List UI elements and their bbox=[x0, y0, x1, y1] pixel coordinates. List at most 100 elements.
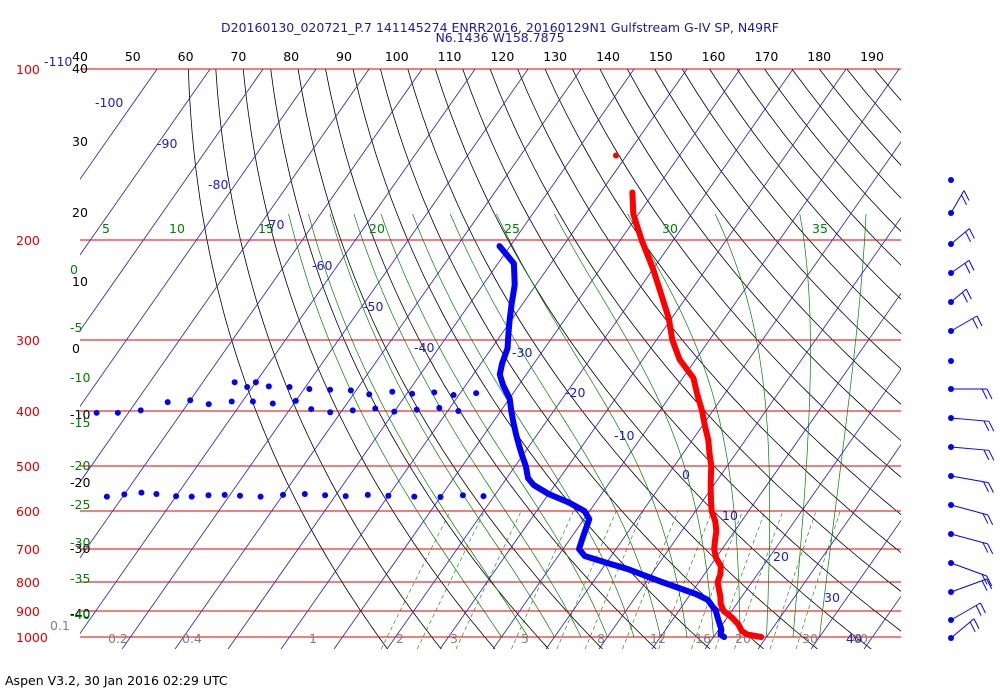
top-axis-label: 120 bbox=[490, 49, 514, 64]
isotherm-label: -100 bbox=[95, 95, 123, 110]
left-scale-label: -10 bbox=[70, 407, 90, 422]
dewpoint-point bbox=[221, 491, 228, 498]
isotherm-line bbox=[439, 69, 847, 649]
footer-version: Aspen V3.2, 30 Jan 2016 02:29 UTC bbox=[5, 673, 228, 688]
wind-barb-staff bbox=[950, 259, 970, 274]
isotherm-line bbox=[545, 141, 901, 649]
moist-adiabat-line bbox=[380, 213, 608, 638]
pressure-label: 400 bbox=[16, 404, 40, 419]
isotherm-line bbox=[80, 69, 317, 407]
dry-adiabat-line bbox=[215, 69, 442, 649]
wind-barb-feather bbox=[986, 388, 993, 400]
moist-adiabat-label: 35 bbox=[812, 221, 828, 236]
isotherm-line bbox=[280, 69, 688, 649]
isotherm-label: 30 bbox=[824, 590, 840, 605]
dry-adiabat-line bbox=[626, 69, 901, 405]
isotherm-label: -10 bbox=[614, 428, 634, 443]
dry-adiabat-line bbox=[929, 69, 1000, 649]
moist-adiabat-label: 30 bbox=[662, 221, 678, 236]
chart-title: D20160130_020721_P.7 141145274 ENRR2016,… bbox=[220, 20, 779, 35]
pressure-extra-label: -110 bbox=[44, 54, 72, 69]
mixing-ratio-label: 0.2 bbox=[108, 631, 128, 646]
dewpoint-point bbox=[231, 379, 238, 386]
top-axis-label: 40 bbox=[72, 49, 88, 64]
wind-barb-feather bbox=[972, 318, 979, 329]
wind-barb-feather bbox=[968, 260, 975, 271]
pressure-label: 300 bbox=[16, 333, 40, 348]
mixing-ratio-line bbox=[511, 510, 574, 649]
wind-barb-feather bbox=[973, 618, 980, 629]
mixing-ratio-line bbox=[556, 510, 617, 649]
top-axis-label: 140 bbox=[596, 49, 620, 64]
isotherm-label: -70 bbox=[264, 217, 284, 232]
isotherm-line bbox=[80, 69, 423, 559]
moist-left-label: 0 bbox=[70, 262, 78, 277]
wind-barb-feather bbox=[964, 263, 971, 274]
mixing-ratio-line bbox=[715, 510, 766, 649]
isotherm-line bbox=[121, 69, 529, 649]
dewpoint-point bbox=[138, 489, 145, 496]
chart-subtitle: N6.1436 W158.7875 bbox=[435, 30, 565, 45]
dewpoint-point bbox=[366, 391, 373, 398]
isotherm-line bbox=[757, 444, 901, 649]
dry-adiabat-line bbox=[654, 69, 901, 370]
pressure-label: 100 bbox=[16, 62, 40, 77]
dewpoint-point bbox=[269, 400, 276, 407]
wind-barb-feather bbox=[981, 388, 988, 400]
dewpoint-point bbox=[411, 493, 418, 500]
dewpoint-line bbox=[496, 243, 728, 640]
dry-adiabat-line bbox=[325, 69, 657, 649]
dewpoint-point bbox=[327, 409, 334, 416]
wind-barb-staff bbox=[950, 315, 978, 332]
left-scale-label: 30 bbox=[72, 134, 88, 149]
dewpoint-point bbox=[409, 390, 416, 397]
wind-barb-feather bbox=[962, 292, 968, 303]
isotherms bbox=[80, 69, 901, 649]
isotherm-label: -90 bbox=[157, 136, 177, 151]
dewpoint-point bbox=[391, 408, 398, 415]
moist-left-label: -35 bbox=[70, 571, 90, 586]
isotherm-label: 0 bbox=[682, 467, 690, 482]
isotherm-line bbox=[227, 69, 635, 649]
dry-adiabat-line bbox=[517, 69, 901, 554]
dewpoint-point bbox=[252, 379, 259, 386]
mixing-ratio-label: 0.1 bbox=[50, 618, 70, 633]
wind-barb-staff bbox=[950, 504, 988, 516]
pressure-label: 1000 bbox=[16, 630, 48, 645]
moist-adiabat-label: 10 bbox=[169, 221, 185, 236]
wind-barb-feather bbox=[965, 231, 972, 243]
moist-adiabat-line bbox=[449, 213, 661, 638]
moist-adiabat-line bbox=[412, 213, 635, 638]
isotherm-label: -80 bbox=[208, 177, 228, 192]
dewpoint-point bbox=[265, 383, 272, 390]
dewpoint-point bbox=[228, 398, 235, 405]
dewpoint-point bbox=[322, 492, 329, 499]
mixing-ratio-line bbox=[455, 510, 522, 649]
wind-barb-feather bbox=[969, 621, 976, 633]
dry-adiabat-line bbox=[818, 69, 901, 166]
isotherm-line bbox=[80, 69, 158, 180]
top-axis-label: 170 bbox=[754, 49, 778, 64]
wind-barb-feather bbox=[986, 575, 993, 587]
wind-barb-feather bbox=[979, 602, 986, 614]
dewpoint-point bbox=[121, 491, 128, 498]
top-axis-label: 150 bbox=[649, 49, 673, 64]
dewpoint-point bbox=[450, 392, 457, 399]
moist-adiabat-label: 15 bbox=[258, 221, 274, 236]
mixing-ratio-label: 8 bbox=[597, 631, 605, 646]
moist-adiabat-line bbox=[329, 213, 555, 638]
left-scale-label: -20 bbox=[70, 475, 90, 490]
wind-barb-feather bbox=[982, 542, 989, 553]
dry-adiabat-line bbox=[873, 69, 901, 101]
dewpoint-point bbox=[187, 397, 194, 404]
wind-barb-feather bbox=[976, 315, 983, 327]
dry-adiabat-line bbox=[188, 69, 388, 649]
dewpoint-point bbox=[292, 397, 299, 404]
isotherm-label: -20 bbox=[565, 385, 585, 400]
wind-barb-feather bbox=[987, 543, 994, 555]
dewpoint-point bbox=[455, 407, 462, 414]
isotherm-line bbox=[704, 368, 901, 649]
moist-left-label: -25 bbox=[70, 497, 90, 512]
isotherm-label: 40 bbox=[846, 631, 862, 646]
